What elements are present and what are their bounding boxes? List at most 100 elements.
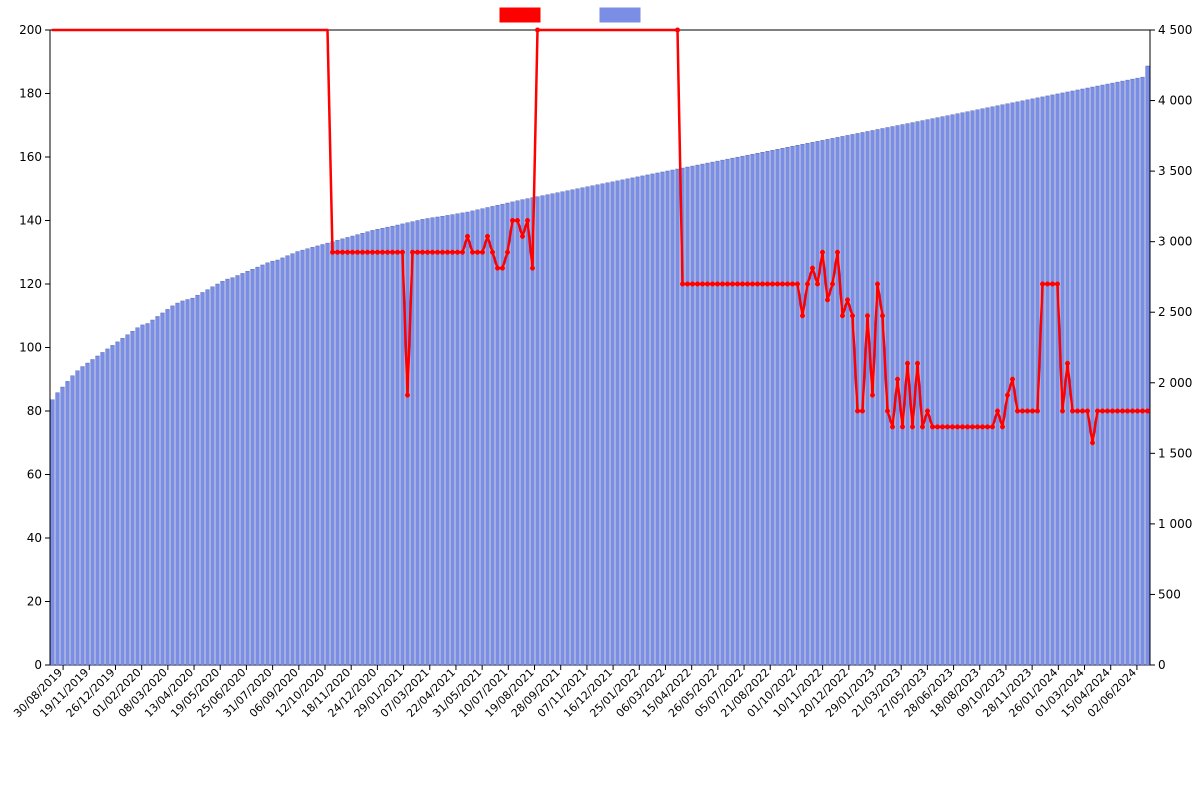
- y-left-tick-label: 100: [19, 341, 42, 355]
- line-marker: [890, 424, 895, 429]
- line-marker: [1125, 409, 1130, 414]
- bar: [676, 169, 680, 665]
- bar: [551, 194, 555, 665]
- bar: [526, 199, 530, 665]
- line-marker: [445, 250, 450, 255]
- line-marker: [525, 218, 530, 223]
- line-marker: [470, 250, 475, 255]
- line-marker: [355, 250, 360, 255]
- line-marker: [760, 282, 765, 287]
- bar: [166, 309, 170, 665]
- y-left-tick-label: 60: [27, 468, 42, 482]
- line-marker: [1105, 409, 1110, 414]
- bar: [71, 376, 75, 665]
- bar: [876, 129, 880, 665]
- bar: [111, 345, 115, 665]
- line-marker: [780, 282, 785, 287]
- bar: [231, 278, 235, 665]
- line-marker: [1050, 282, 1055, 287]
- line-marker: [510, 218, 515, 223]
- bar: [61, 387, 65, 665]
- line-marker: [920, 424, 925, 429]
- bar: [781, 148, 785, 665]
- line-marker: [675, 28, 680, 33]
- bar: [126, 335, 130, 665]
- line-marker: [715, 282, 720, 287]
- line-marker: [775, 282, 780, 287]
- y-left-tick-label: 160: [19, 150, 42, 164]
- line-marker: [1055, 282, 1060, 287]
- bar: [1121, 81, 1125, 665]
- bar: [476, 210, 480, 665]
- bar: [451, 215, 455, 665]
- y-left-tick-label: 80: [27, 404, 42, 418]
- y-left-tick-label: 140: [19, 214, 42, 228]
- line-marker: [990, 424, 995, 429]
- line-marker: [1090, 440, 1095, 445]
- line-marker: [1025, 409, 1030, 414]
- bar: [181, 301, 185, 665]
- line-marker: [735, 282, 740, 287]
- line-marker: [880, 313, 885, 318]
- line-marker: [870, 393, 875, 398]
- bar: [556, 193, 560, 665]
- bar: [1071, 91, 1075, 665]
- line-marker: [845, 297, 850, 302]
- bar: [1091, 87, 1095, 665]
- bar: [376, 229, 380, 665]
- line-marker: [795, 282, 800, 287]
- bar: [301, 250, 305, 665]
- bar: [391, 226, 395, 665]
- line-marker: [685, 282, 690, 287]
- line-marker: [895, 377, 900, 382]
- line-marker: [770, 282, 775, 287]
- line-marker: [850, 313, 855, 318]
- bar: [441, 216, 445, 665]
- line-marker: [860, 409, 865, 414]
- line-marker: [1000, 424, 1005, 429]
- bar: [951, 115, 955, 665]
- bar: [446, 215, 450, 665]
- line-marker: [955, 424, 960, 429]
- line-marker: [705, 282, 710, 287]
- line-marker: [435, 250, 440, 255]
- line-marker: [815, 282, 820, 287]
- bar: [866, 131, 870, 665]
- bar: [1096, 86, 1100, 665]
- line-marker: [900, 424, 905, 429]
- bar: [1081, 89, 1085, 665]
- y-right-tick-label: 3 500: [1158, 164, 1192, 178]
- line-marker: [790, 282, 795, 287]
- line-marker: [1130, 409, 1135, 414]
- line-marker: [415, 250, 420, 255]
- line-marker: [855, 409, 860, 414]
- bar: [1031, 99, 1035, 665]
- line-marker: [1015, 409, 1020, 414]
- bar: [281, 258, 285, 665]
- bar: [1106, 84, 1110, 665]
- line-marker: [490, 250, 495, 255]
- bar: [991, 107, 995, 665]
- line-marker: [400, 250, 405, 255]
- bar: [416, 221, 420, 666]
- bar: [121, 338, 125, 665]
- bar: [986, 108, 990, 665]
- y-right-tick-label: 500: [1158, 587, 1181, 601]
- bar: [246, 271, 250, 665]
- line-marker: [1005, 393, 1010, 398]
- bar: [751, 154, 755, 665]
- bar: [356, 235, 360, 665]
- line-marker: [425, 250, 430, 255]
- bar: [941, 117, 945, 665]
- bar: [566, 191, 570, 665]
- line-marker: [365, 250, 370, 255]
- bar: [471, 211, 475, 665]
- line-marker: [875, 282, 880, 287]
- line-marker: [885, 409, 890, 414]
- bar: [821, 140, 825, 665]
- bar: [1051, 95, 1055, 665]
- line-marker: [495, 266, 500, 271]
- bar: [721, 160, 725, 665]
- bar: [1136, 78, 1140, 665]
- line-marker: [410, 250, 415, 255]
